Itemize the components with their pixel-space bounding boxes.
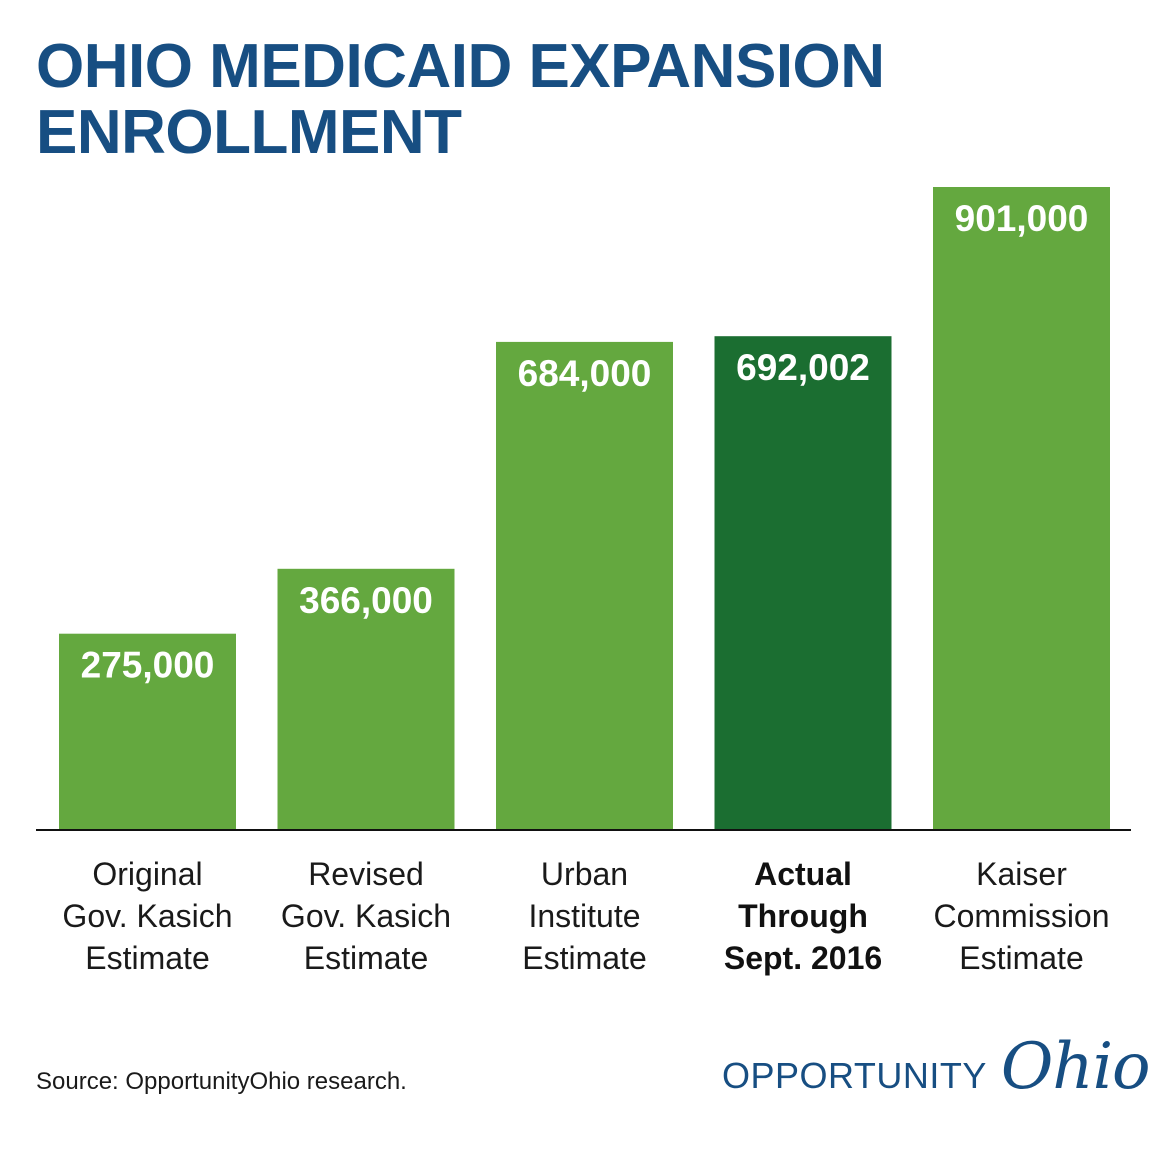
category-label-5: Kaiser Commission Estimate xyxy=(933,856,1109,976)
category-labels-group: Original Gov. Kasich Estimate Revised Gov. K… xyxy=(62,856,1109,976)
bar-value-label-3: 684,000 xyxy=(518,353,652,394)
value-labels-group: 275,000 366,000 684,000 692,002 901,000 xyxy=(81,198,1089,686)
bar-chart: 275,000 366,000 684,000 692,002 901,000 Orig… xyxy=(36,187,1131,976)
category-label-4-line-2: Through xyxy=(738,898,868,934)
bars-group xyxy=(59,187,1110,830)
category-label-5-line-3: Estimate xyxy=(959,940,1083,976)
bar-value-label-1: 275,000 xyxy=(81,645,215,686)
category-label-3-line-1: Urban xyxy=(541,856,628,892)
category-label-3-line-3: Estimate xyxy=(522,940,646,976)
chart-title-line-2: ENROLLMENT xyxy=(36,98,462,167)
category-label-3-line-2: Institute xyxy=(528,898,640,934)
category-label-4-line-3: Sept. 2016 xyxy=(724,940,882,976)
category-label-4-line-1: Actual xyxy=(754,856,852,892)
category-label-2-line-1: Revised xyxy=(308,856,424,892)
category-label-5-line-1: Kaiser xyxy=(976,856,1067,892)
category-label-1-line-2: Gov. Kasich xyxy=(62,898,232,934)
bar-4 xyxy=(714,336,892,830)
category-label-4: Actual Through Sept. 2016 xyxy=(724,856,882,976)
bar-3 xyxy=(496,341,673,830)
logo-word-opportunity: OPPORTUNITY xyxy=(722,1055,987,1096)
bar-5 xyxy=(933,187,1110,830)
chart-title-line-1: OHIO MEDICAID EXPANSION xyxy=(36,32,885,101)
opportunity-ohio-logo: OPPORTUNITY Ohio xyxy=(722,1030,1151,1110)
category-label-1-line-3: Estimate xyxy=(85,940,209,976)
bar-value-label-5: 901,000 xyxy=(955,198,1089,239)
category-label-2: Revised Gov. Kasich Estimate xyxy=(281,856,451,976)
category-label-1: Original Gov. Kasich Estimate xyxy=(62,856,232,976)
bar-1 xyxy=(59,633,236,830)
bar-value-label-4: 692,002 xyxy=(736,347,870,388)
chart-title: OHIO MEDICAID EXPANSION ENROLLMENT xyxy=(36,34,1136,166)
category-label-2-line-3: Estimate xyxy=(304,940,428,976)
source-note: Source: OpportunityOhio research. xyxy=(36,1068,407,1095)
category-label-5-line-2: Commission xyxy=(933,898,1109,934)
category-label-2-line-2: Gov. Kasich xyxy=(281,898,451,934)
logo-word-ohio: Ohio xyxy=(1000,1030,1151,1104)
bar-2 xyxy=(277,568,455,830)
category-label-3: Urban Institute Estimate xyxy=(522,856,646,976)
category-label-1-line-1: Original xyxy=(92,856,202,892)
bar-value-label-2: 366,000 xyxy=(299,580,433,621)
